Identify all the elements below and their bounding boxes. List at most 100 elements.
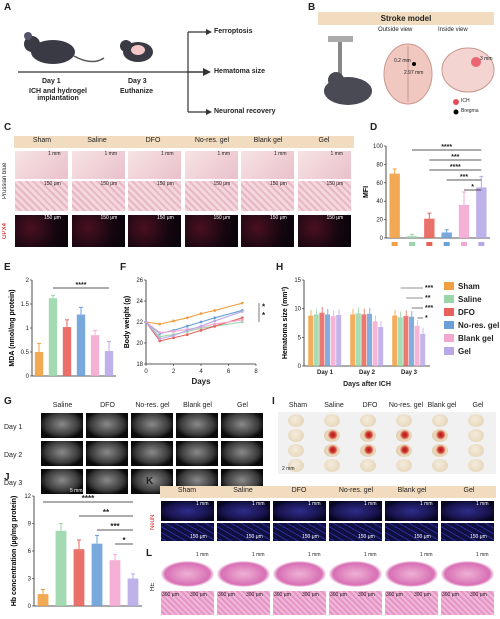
point — [240, 318, 244, 322]
bar-sham — [37, 594, 49, 606]
bar-dfo — [361, 314, 367, 366]
scale-bar-label: 300 μm — [386, 592, 403, 598]
he-zoom — [160, 590, 215, 616]
g-col-header: No-res. gel — [135, 402, 170, 409]
y-tick-label: 0 — [380, 236, 384, 242]
mri-slice — [130, 468, 174, 495]
chart-e-mda: 0 0.5 1 1.5 2 MDA (nmol/mg protein) **** — [9, 278, 116, 380]
mri-slice — [85, 468, 129, 495]
line-blank-gel — [145, 319, 243, 334]
bar-sham — [392, 315, 398, 366]
point — [144, 320, 148, 324]
x-tick-label: 8 — [254, 369, 258, 375]
sig-label: ** — [425, 295, 431, 302]
outcome-hematoma: Hematoma size — [214, 68, 265, 75]
y-tick-label: 20 — [136, 341, 143, 347]
prussian-zoom — [296, 180, 352, 212]
bar-blank-gel — [90, 335, 100, 376]
scale-bar-label: 150 μm — [190, 534, 207, 540]
sig-label: *** — [425, 305, 433, 312]
scale-bar-label: 300 μm — [246, 592, 263, 598]
bar-gel — [104, 351, 114, 376]
brain-slice — [288, 444, 304, 457]
prussian-overview — [240, 150, 295, 180]
he-zoom — [328, 590, 383, 616]
legend-bregma: Bregma — [461, 108, 479, 114]
g-col-header: DFO — [100, 402, 115, 409]
sig-label: * — [262, 302, 266, 311]
scale-bar-label: 1 mm — [308, 552, 321, 558]
y-axis-label: Hb concentration (µg/mg protein) — [11, 496, 18, 607]
bar-saline — [397, 317, 403, 366]
point — [199, 329, 203, 332]
y-axis-label: MFI — [363, 186, 370, 198]
scale-bar-label: 150 μm — [44, 215, 61, 221]
scale-bar-label: 150 μm — [270, 181, 287, 187]
point — [172, 319, 175, 323]
legend-label: No-res. gel — [458, 321, 499, 330]
prussian-zoom — [183, 180, 239, 212]
gpx4-image — [240, 214, 295, 248]
point — [158, 339, 162, 343]
brain-slice — [396, 414, 412, 427]
bar-blank-gel — [414, 325, 420, 366]
bar-saline — [406, 236, 418, 238]
scale-bar-label: 300 μm — [302, 592, 319, 598]
mri-slice — [85, 440, 129, 467]
brain-slice — [288, 429, 304, 442]
i-col-header: DFO — [362, 402, 378, 409]
sig-label: * — [262, 311, 266, 320]
prussian-zoom — [14, 180, 69, 212]
brain-slice — [468, 459, 484, 472]
bar-no-res-gel — [441, 232, 452, 238]
scale-bar-label: 1 mm — [420, 552, 433, 558]
bar-saline — [48, 298, 58, 376]
bar-sham — [389, 173, 400, 238]
bar-saline — [55, 530, 67, 606]
c-col-blank: Blank gel — [253, 137, 283, 144]
k-row-neun: NeuN — [150, 514, 156, 530]
y-tick-label: 0 — [298, 364, 302, 370]
scale-bar-label: 2 mm — [282, 466, 295, 472]
he-zoom — [216, 590, 271, 616]
d-legend-swatch — [391, 242, 398, 246]
i-col-header: No-res. gel — [388, 402, 424, 409]
point — [213, 319, 217, 323]
panel-label-f: F — [120, 262, 127, 273]
he-zoom — [272, 590, 327, 616]
scale-bar-label: 150 μm — [100, 181, 118, 187]
c-col-saline: Saline — [87, 137, 107, 144]
legend-label: Saline — [458, 295, 482, 304]
y-tick-label: 40 — [376, 199, 383, 205]
scale-bar-label: 1 mm — [104, 151, 118, 157]
point — [240, 320, 244, 324]
scale-bar-label: 1 mm — [308, 501, 321, 507]
scale-bar-label: 150 μm — [470, 534, 487, 540]
scale-bar-label: 300 μm — [414, 592, 431, 598]
scale-bar-label: 300 μm — [190, 592, 207, 598]
y-tick-label: 100 — [373, 144, 384, 150]
legend-swatch — [444, 347, 454, 355]
mri-slice — [220, 440, 264, 467]
scale-bar-label: 1 mm — [364, 552, 377, 558]
point — [172, 334, 175, 338]
y-tick-label: 60 — [376, 181, 383, 187]
brain-slice — [432, 429, 448, 442]
bar-sham — [34, 352, 44, 376]
point — [185, 329, 189, 332]
scale-bar-label: 300 μm — [330, 592, 347, 598]
mouse-icon-day1 — [24, 32, 105, 64]
neun-zoom — [328, 522, 383, 542]
k-col-blank: Blank gel — [397, 487, 427, 494]
y-tick-label: 6 — [28, 549, 32, 555]
mri-slice — [130, 440, 174, 467]
scale-bar-label: 150 μm — [302, 534, 319, 540]
y-tick-label: 5 — [298, 335, 302, 341]
scale-bar-label: 1 mm — [274, 151, 287, 157]
dist-label-1: 0.2 mm — [394, 58, 411, 64]
g-row-header: Day 3 — [4, 480, 23, 487]
he-overview — [440, 560, 495, 588]
panel-k-header: Sham Saline DFO No-res. gel Blank gel Ge… — [160, 486, 496, 498]
